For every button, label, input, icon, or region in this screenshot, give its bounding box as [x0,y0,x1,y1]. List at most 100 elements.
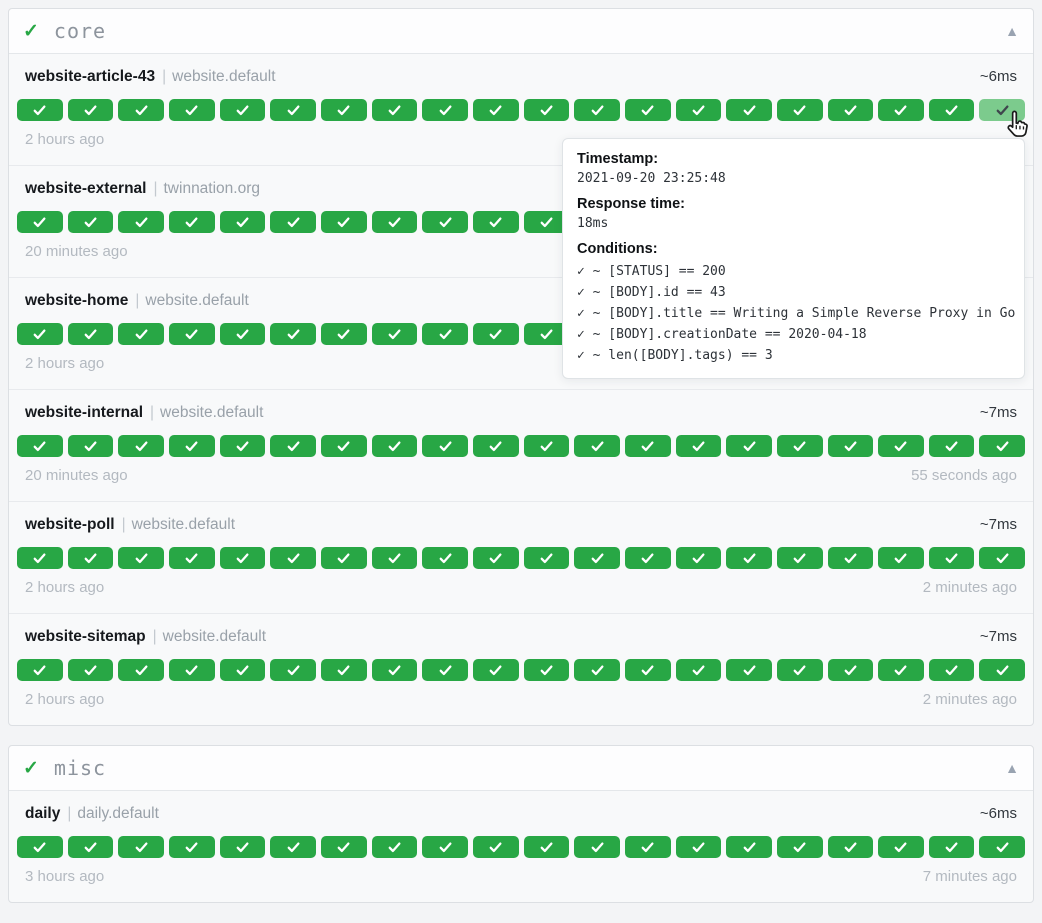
status-badge-check-icon[interactable] [320,836,367,858]
status-badge-check-icon[interactable] [523,323,570,345]
status-badge-check-icon[interactable] [472,659,519,681]
status-badge-check-icon[interactable] [979,435,1026,457]
status-badge-check-icon[interactable] [67,99,114,121]
status-badge-check-icon[interactable] [67,547,114,569]
status-badge-check-icon[interactable] [675,659,722,681]
status-badge-check-icon[interactable] [219,547,266,569]
status-badge-check-icon[interactable] [472,99,519,121]
status-badge-check-icon[interactable] [827,547,874,569]
status-badge-check-icon[interactable] [928,547,975,569]
status-badge-check-icon[interactable] [624,547,671,569]
status-badge-check-icon[interactable] [776,99,823,121]
status-badge-check-icon[interactable] [219,435,266,457]
status-badge-check-icon[interactable] [219,659,266,681]
status-badge-check-icon[interactable] [422,435,468,457]
status-badge-check-icon[interactable] [17,836,63,858]
status-badge-check-icon[interactable] [371,547,418,569]
status-badge-check-icon[interactable] [979,836,1026,858]
status-badge-check-icon[interactable] [422,659,468,681]
status-badge-check-icon[interactable] [472,547,519,569]
status-badge-check-icon[interactable] [320,323,367,345]
status-badge-check-icon[interactable] [776,547,823,569]
status-badge-check-icon[interactable] [168,323,215,345]
status-badge-check-icon[interactable] [17,659,63,681]
status-badge-check-icon[interactable] [320,659,367,681]
status-badge-check-icon[interactable] [118,435,164,457]
status-badge-check-icon[interactable] [878,99,924,121]
status-badge-check-icon[interactable] [472,211,519,233]
status-badge-check-icon[interactable] [320,435,367,457]
group-header[interactable]: ✓ core ▲ [9,9,1033,54]
status-badge-check-icon[interactable] [776,659,823,681]
status-badge-check-icon[interactable] [878,836,924,858]
status-badge-check-icon[interactable] [624,836,671,858]
status-badge-check-icon[interactable] [371,211,418,233]
status-badge-check-icon[interactable] [726,99,772,121]
status-badge-check-icon[interactable] [118,547,164,569]
status-badge-check-icon[interactable] [979,547,1026,569]
status-badge-check-icon[interactable] [422,99,468,121]
status-badge-check-icon[interactable] [219,99,266,121]
status-badge-check-icon[interactable] [675,435,722,457]
status-badge-check-icon[interactable] [219,836,266,858]
status-badge-check-icon[interactable] [371,323,418,345]
status-badge-check-icon[interactable] [827,659,874,681]
status-badge-check-icon[interactable] [168,659,215,681]
status-badge-check-icon[interactable] [67,836,114,858]
status-badge-check-icon[interactable] [371,99,418,121]
group-header[interactable]: ✓ misc ▲ [9,746,1033,791]
status-badge-check-icon[interactable] [320,547,367,569]
status-badge-check-icon[interactable] [371,435,418,457]
status-badge-check-icon[interactable] [67,211,114,233]
status-badge-check-icon[interactable] [979,99,1026,121]
status-badge-check-icon[interactable] [878,435,924,457]
status-badge-check-icon[interactable] [320,99,367,121]
status-badge-check-icon[interactable] [878,547,924,569]
status-badge-check-icon[interactable] [523,99,570,121]
status-badge-check-icon[interactable] [928,435,975,457]
status-badge-check-icon[interactable] [118,323,164,345]
status-badge-check-icon[interactable] [776,435,823,457]
status-badge-check-icon[interactable] [523,435,570,457]
status-badge-check-icon[interactable] [270,435,316,457]
status-badge-check-icon[interactable] [472,435,519,457]
status-badge-check-icon[interactable] [422,323,468,345]
status-badge-check-icon[interactable] [17,99,63,121]
status-badge-check-icon[interactable] [574,659,620,681]
status-badge-check-icon[interactable] [726,547,772,569]
status-badge-check-icon[interactable] [574,836,620,858]
collapse-arrow-icon[interactable]: ▲ [1005,23,1019,39]
status-badge-check-icon[interactable] [118,659,164,681]
status-badge-check-icon[interactable] [979,659,1026,681]
status-badge-check-icon[interactable] [928,99,975,121]
status-badge-check-icon[interactable] [118,836,164,858]
status-badge-check-icon[interactable] [726,435,772,457]
status-badge-check-icon[interactable] [675,836,722,858]
status-badge-check-icon[interactable] [17,211,63,233]
status-badge-check-icon[interactable] [675,547,722,569]
status-badge-check-icon[interactable] [371,659,418,681]
status-badge-check-icon[interactable] [624,99,671,121]
status-badge-check-icon[interactable] [371,836,418,858]
status-badge-check-icon[interactable] [422,211,468,233]
status-badge-check-icon[interactable] [67,323,114,345]
status-badge-check-icon[interactable] [168,435,215,457]
status-badge-check-icon[interactable] [472,836,519,858]
status-badge-check-icon[interactable] [523,836,570,858]
status-badge-check-icon[interactable] [574,99,620,121]
status-badge-check-icon[interactable] [422,547,468,569]
status-badge-check-icon[interactable] [168,211,215,233]
status-badge-check-icon[interactable] [726,659,772,681]
status-badge-check-icon[interactable] [118,99,164,121]
status-badge-check-icon[interactable] [827,99,874,121]
status-badge-check-icon[interactable] [168,99,215,121]
status-badge-check-icon[interactable] [67,659,114,681]
status-badge-check-icon[interactable] [928,836,975,858]
status-badge-check-icon[interactable] [827,836,874,858]
status-badge-check-icon[interactable] [726,836,772,858]
status-badge-check-icon[interactable] [523,659,570,681]
status-badge-check-icon[interactable] [17,547,63,569]
status-badge-check-icon[interactable] [270,323,316,345]
status-badge-check-icon[interactable] [270,211,316,233]
status-badge-check-icon[interactable] [523,547,570,569]
